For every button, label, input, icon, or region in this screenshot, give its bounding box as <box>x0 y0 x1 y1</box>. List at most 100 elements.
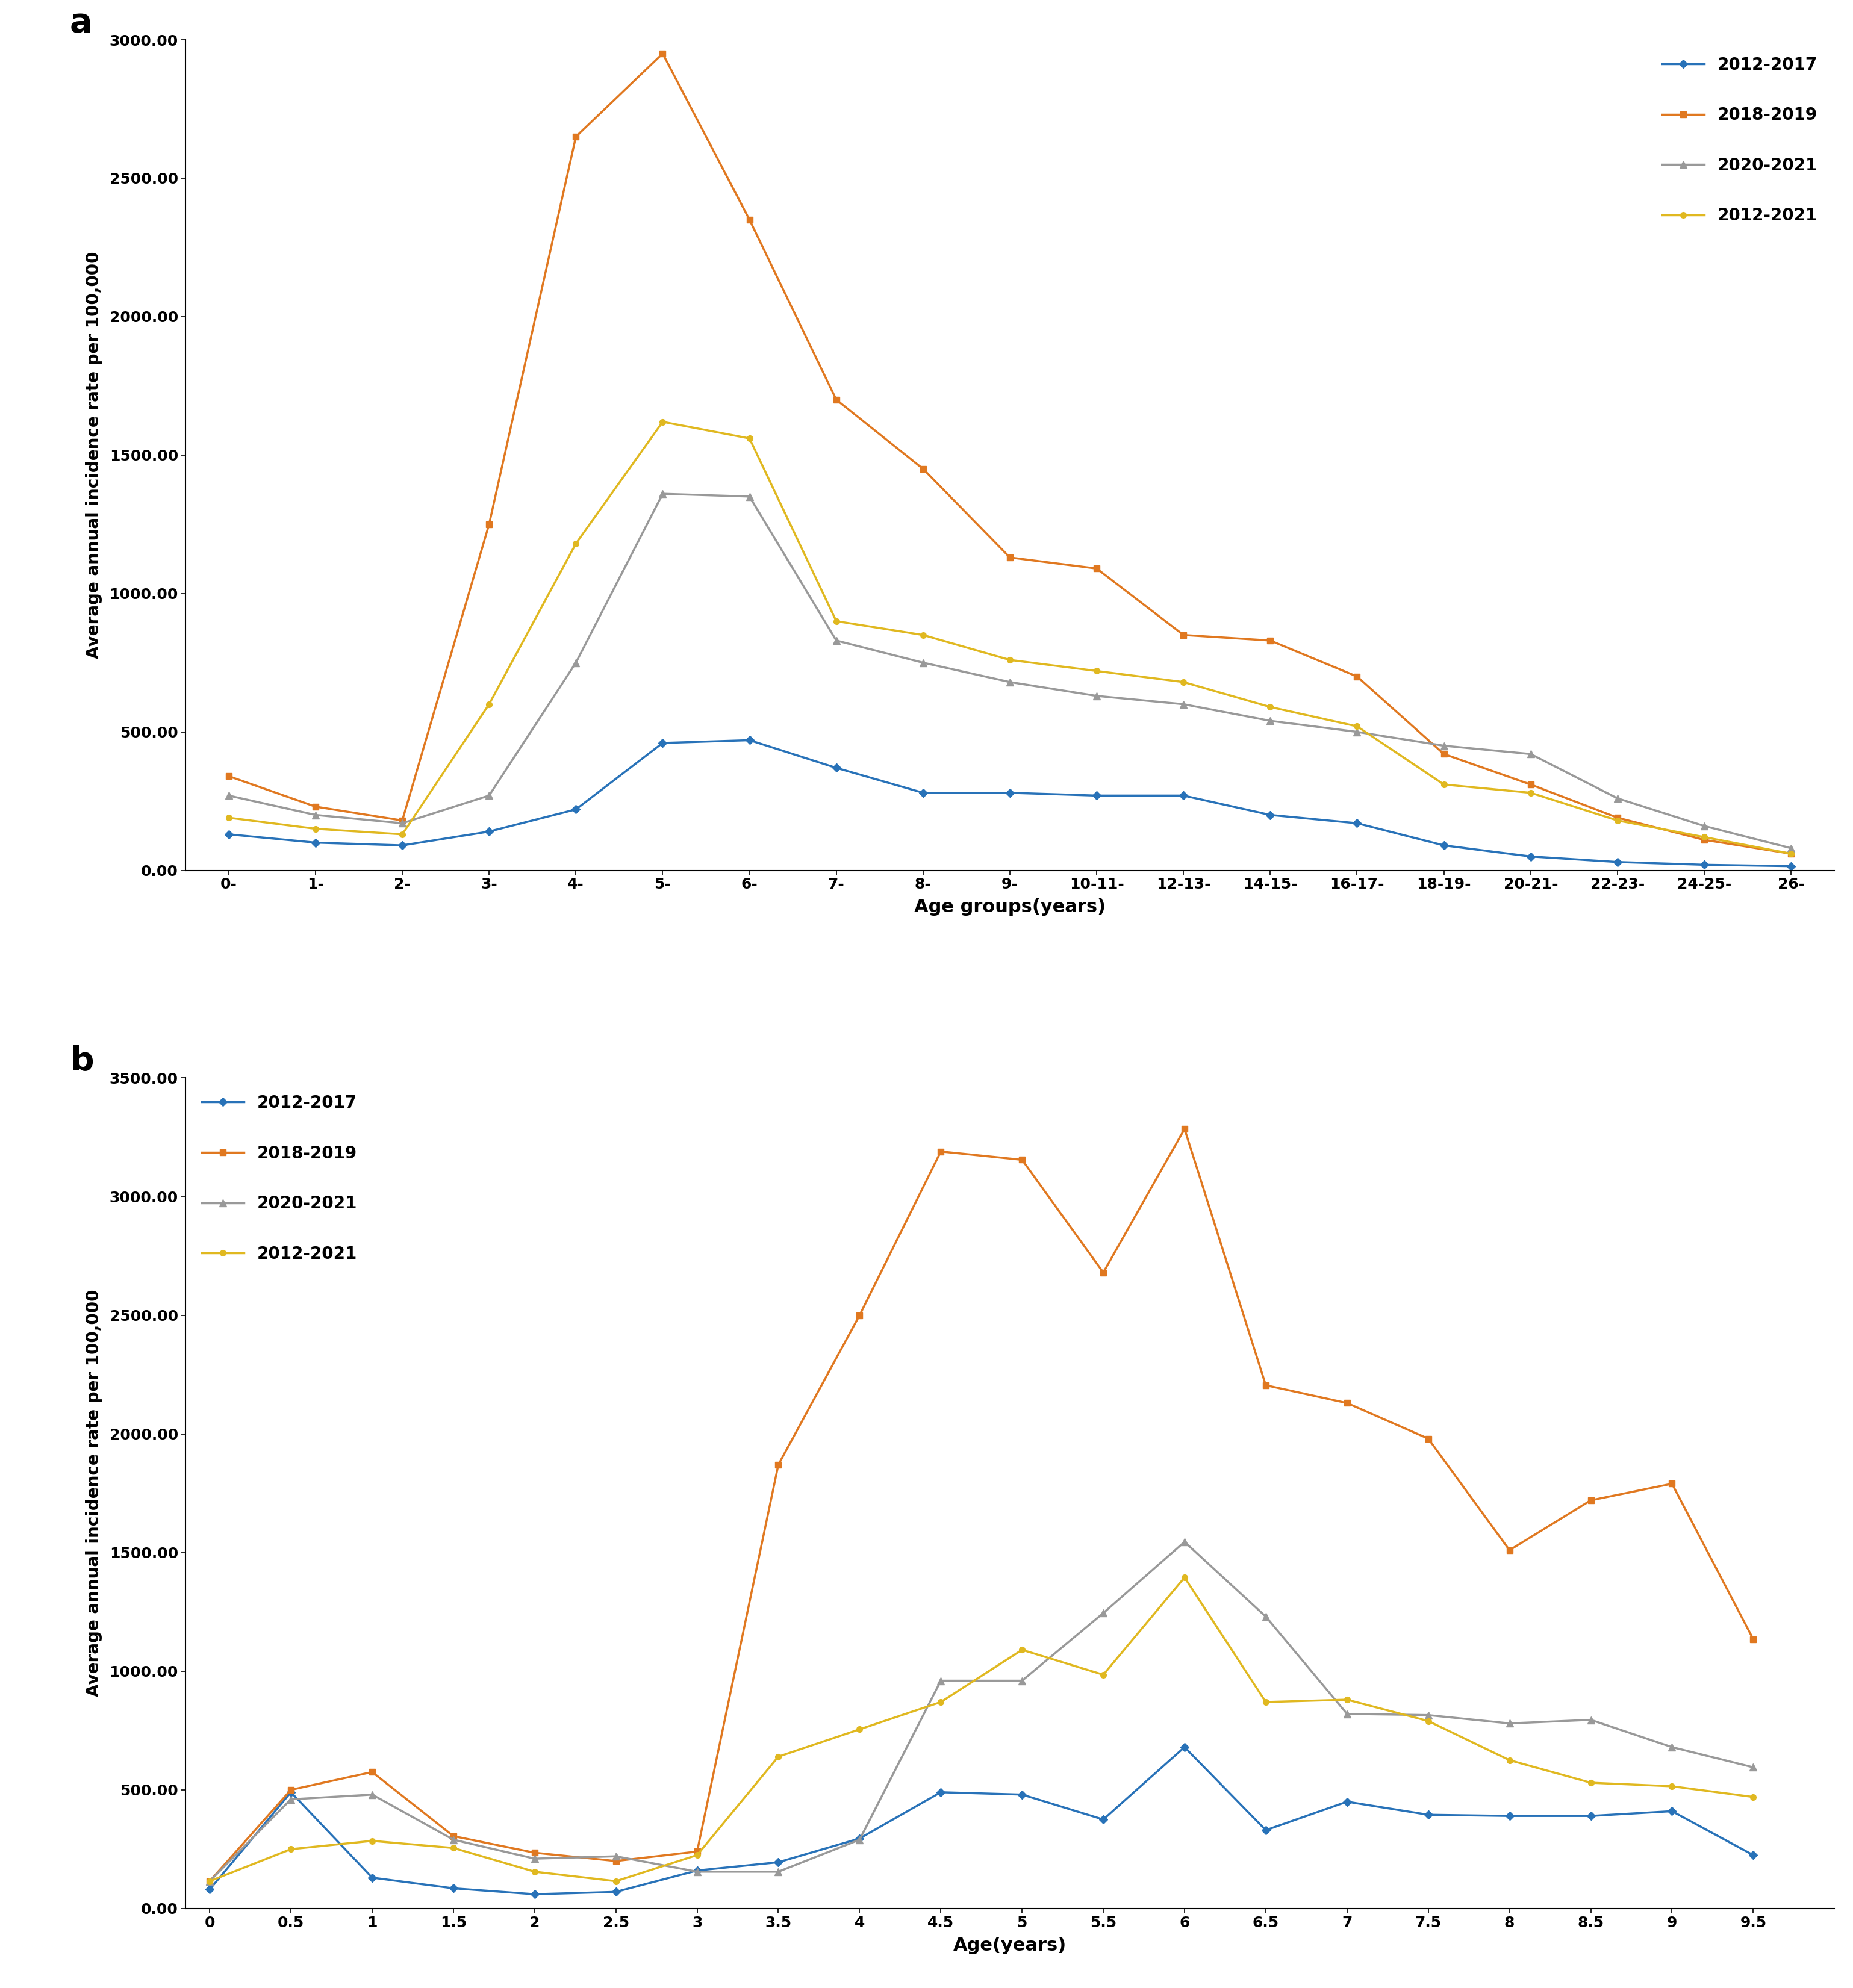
2012-2021 <box>1336 1688 1358 1712</box>
2020-2021 <box>304 803 326 827</box>
2012-2021 <box>604 1869 626 1893</box>
2020-2021 <box>825 628 847 652</box>
2020-2021 <box>912 650 934 674</box>
2012-2017 <box>604 1881 626 1905</box>
2018-2019 <box>1260 628 1282 652</box>
2012-2021 <box>391 823 413 847</box>
2012-2017 <box>767 1851 789 1875</box>
2012-2021 <box>1519 781 1542 805</box>
2018-2019 <box>478 513 500 537</box>
2020-2021 <box>1781 837 1803 861</box>
2018-2019 <box>524 1841 547 1865</box>
2018-2019 <box>1499 1539 1521 1563</box>
2012-2017 <box>1336 1789 1358 1813</box>
2020-2021 <box>361 1783 384 1807</box>
2012-2021 <box>1086 660 1108 684</box>
2018-2019 <box>849 1304 871 1328</box>
2020-2021 <box>1519 742 1542 765</box>
2012-2021 <box>825 608 847 632</box>
2018-2019 <box>1336 1392 1358 1415</box>
2012-2021 <box>652 410 674 433</box>
2018-2019 <box>604 1849 626 1873</box>
Line: 2018-2019: 2018-2019 <box>208 1125 1757 1885</box>
2018-2019 <box>1694 827 1716 851</box>
2020-2021 <box>280 1787 302 1811</box>
2020-2021 <box>198 1869 221 1893</box>
2018-2019 <box>1660 1471 1683 1495</box>
2018-2019 <box>1607 805 1629 829</box>
2018-2019 <box>1173 1117 1195 1141</box>
2012-2017 <box>1086 783 1108 807</box>
2018-2019 <box>1432 742 1455 765</box>
2020-2021 <box>1012 1668 1034 1692</box>
2012-2021 <box>930 1690 952 1714</box>
2012-2017 <box>1742 1843 1764 1867</box>
2020-2021 <box>1418 1704 1440 1728</box>
2012-2021 <box>280 1837 302 1861</box>
2018-2019 <box>1345 664 1368 688</box>
2012-2021 <box>443 1837 465 1861</box>
2012-2017 <box>1173 783 1195 807</box>
2018-2019 <box>912 457 934 481</box>
2020-2021 <box>1254 1604 1277 1628</box>
2020-2021 <box>999 670 1021 694</box>
2012-2017 <box>565 797 587 821</box>
2012-2021 <box>1012 1638 1034 1662</box>
2020-2021 <box>565 650 587 674</box>
2020-2021 <box>1579 1708 1601 1732</box>
X-axis label: Age groups(years): Age groups(years) <box>914 899 1106 916</box>
2020-2021 <box>1336 1702 1358 1726</box>
Text: b: b <box>70 1046 95 1077</box>
2018-2019 <box>767 1453 789 1477</box>
2020-2021 <box>478 783 500 807</box>
2012-2017 <box>1418 1803 1440 1827</box>
2012-2017 <box>391 833 413 857</box>
2012-2017 <box>443 1877 465 1901</box>
Legend: 2012-2017, 2018-2019, 2020-2021, 2012-2021: 2012-2017, 2018-2019, 2020-2021, 2012-20… <box>195 1085 365 1270</box>
X-axis label: Age(years): Age(years) <box>952 1936 1067 1954</box>
Line: 2012-2017: 2012-2017 <box>226 738 1794 869</box>
2018-2019 <box>1086 557 1108 580</box>
2012-2021 <box>686 1843 708 1867</box>
2012-2017 <box>1432 833 1455 857</box>
2018-2019 <box>1254 1374 1277 1398</box>
2012-2021 <box>1781 841 1803 865</box>
2018-2019 <box>737 209 760 233</box>
2012-2021 <box>767 1745 789 1769</box>
2020-2021 <box>217 783 239 807</box>
2012-2017 <box>1781 855 1803 879</box>
2018-2019 <box>443 1825 465 1849</box>
2012-2017 <box>1260 803 1282 827</box>
2012-2017 <box>198 1877 221 1901</box>
2018-2019 <box>1091 1260 1114 1284</box>
2018-2019 <box>930 1139 952 1163</box>
2012-2017 <box>825 755 847 779</box>
2012-2021 <box>737 427 760 451</box>
2020-2021 <box>443 1827 465 1851</box>
2012-2021 <box>524 1859 547 1883</box>
Y-axis label: Average annual incidence rate per 100,000: Average annual incidence rate per 100,00… <box>85 250 102 658</box>
2018-2019 <box>217 763 239 787</box>
2018-2019 <box>391 809 413 833</box>
Line: 2012-2017: 2012-2017 <box>208 1743 1757 1897</box>
2012-2017 <box>1607 851 1629 875</box>
2012-2021 <box>361 1829 384 1853</box>
2012-2021 <box>1499 1747 1521 1771</box>
2012-2021 <box>1260 696 1282 720</box>
2020-2021 <box>1607 787 1629 811</box>
2012-2021 <box>1742 1785 1764 1809</box>
2012-2021 <box>565 531 587 555</box>
2012-2017 <box>217 823 239 847</box>
2018-2019 <box>565 125 587 149</box>
2012-2017 <box>999 781 1021 805</box>
2012-2017 <box>524 1883 547 1906</box>
2020-2021 <box>849 1827 871 1851</box>
2020-2021 <box>767 1859 789 1883</box>
2012-2021 <box>1345 714 1368 738</box>
2012-2021 <box>912 622 934 646</box>
Legend: 2012-2017, 2018-2019, 2020-2021, 2012-2021: 2012-2017, 2018-2019, 2020-2021, 2012-20… <box>1655 48 1825 233</box>
2012-2021 <box>1607 809 1629 833</box>
2018-2019 <box>1012 1147 1034 1171</box>
2020-2021 <box>524 1847 547 1871</box>
2018-2019 <box>1173 622 1195 646</box>
